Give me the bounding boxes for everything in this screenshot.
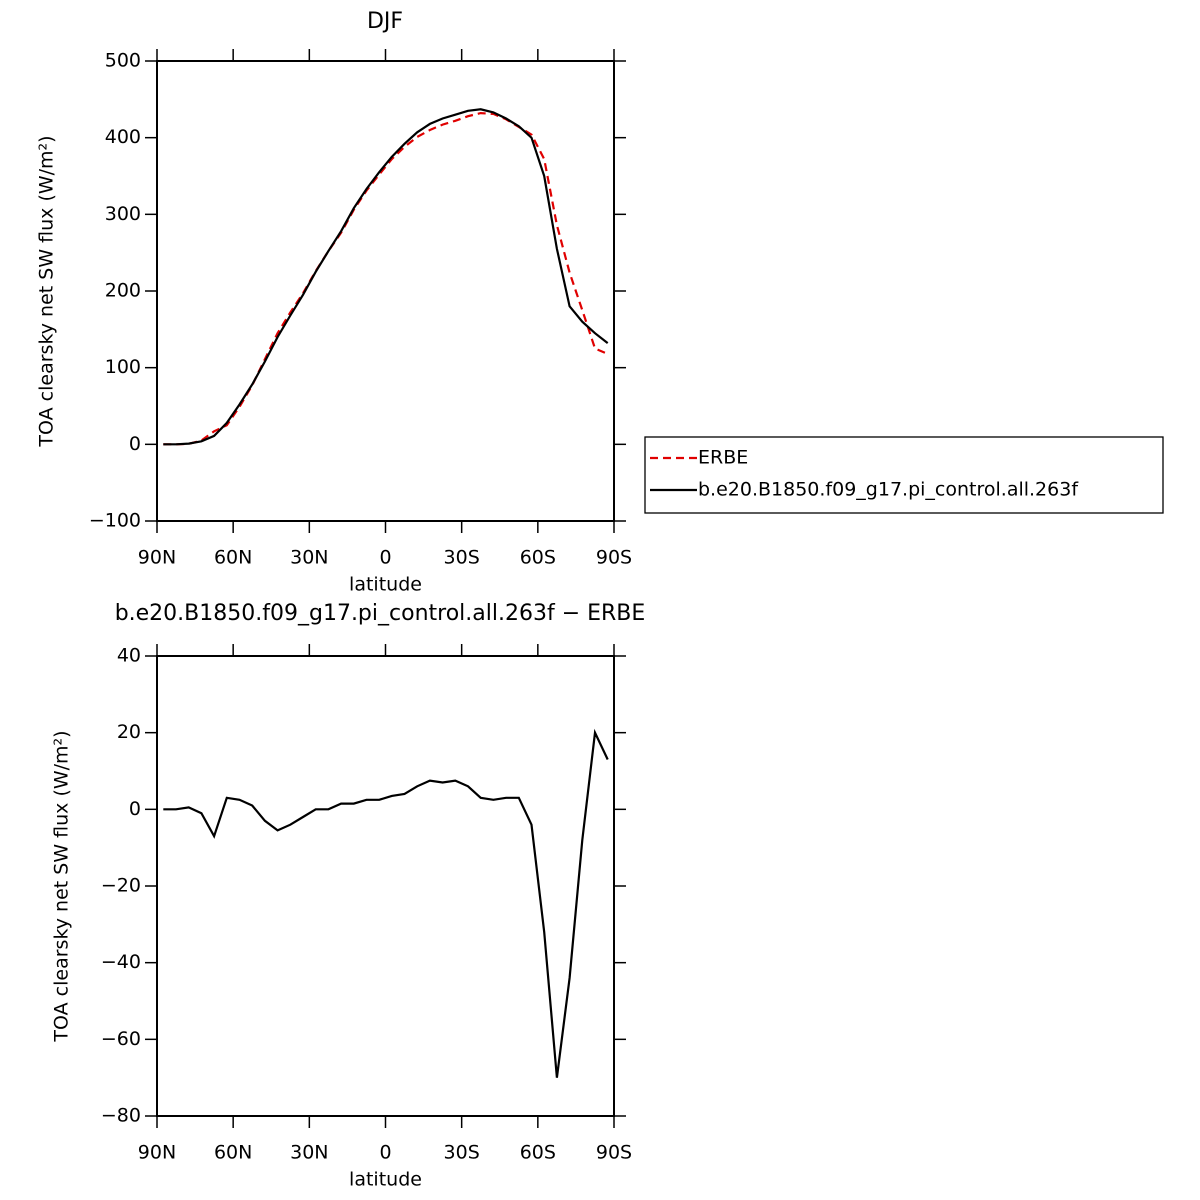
x-tick-label: 90S: [596, 547, 632, 569]
x-tick-label: 30N: [290, 547, 328, 569]
x-tick-label: 0: [379, 547, 391, 569]
x-tick-label: 30S: [444, 1142, 480, 1164]
y-tick-label: 200: [105, 280, 141, 302]
y-tick-label: 400: [105, 126, 141, 148]
legend-box: [644, 436, 1164, 514]
y-tick-label: 20: [117, 721, 141, 743]
x-tick-label: 60S: [520, 1142, 556, 1164]
y-tick-label: 100: [105, 356, 141, 378]
y-axis-label: TOA clearsky net SW flux (W/m²): [51, 730, 73, 1042]
x-axis-label: latitude: [349, 574, 422, 596]
y-tick-label: −60: [101, 1028, 141, 1050]
x-tick-label: 90N: [138, 1142, 176, 1164]
legend-label: b.e20.B1850.f09_g17.pi_control.all.263f: [698, 479, 1079, 501]
series-line: [163, 108, 609, 446]
x-tick-label: 60N: [214, 1142, 252, 1164]
plot-frame: [156, 60, 615, 522]
x-tick-label: 30N: [290, 1142, 328, 1164]
chart-title: DJF: [367, 9, 403, 34]
y-tick-label: −100: [89, 510, 141, 532]
series-line: [163, 728, 609, 1078]
y-tick-label: −40: [101, 951, 141, 973]
chart-title: b.e20.B1850.f09_g17.pi_control.all.263f …: [115, 601, 646, 626]
x-tick-label: 0: [379, 1142, 391, 1164]
y-tick-label: 300: [105, 203, 141, 225]
y-tick-label: 500: [105, 50, 141, 72]
x-tick-label: 90N: [138, 547, 176, 569]
x-tick-label: 30S: [444, 547, 480, 569]
y-tick-label: 0: [129, 433, 141, 455]
y-tick-label: 40: [117, 645, 141, 667]
x-tick-label: 60N: [214, 547, 252, 569]
x-tick-label: 60S: [520, 547, 556, 569]
legend-label: ERBE: [698, 447, 748, 469]
plot-frame: [156, 655, 615, 1117]
x-axis-label: latitude: [349, 1169, 422, 1191]
y-axis-label: TOA clearsky net SW flux (W/m²): [36, 135, 58, 447]
legend: ERBE b.e20.B1850.f09_g17.pi_control.all.2…: [644, 436, 1164, 514]
y-tick-label: −20: [101, 875, 141, 897]
x-tick-label: 90S: [596, 1142, 632, 1164]
y-tick-label: −80: [101, 1105, 141, 1127]
y-tick-label: 0: [129, 798, 141, 820]
